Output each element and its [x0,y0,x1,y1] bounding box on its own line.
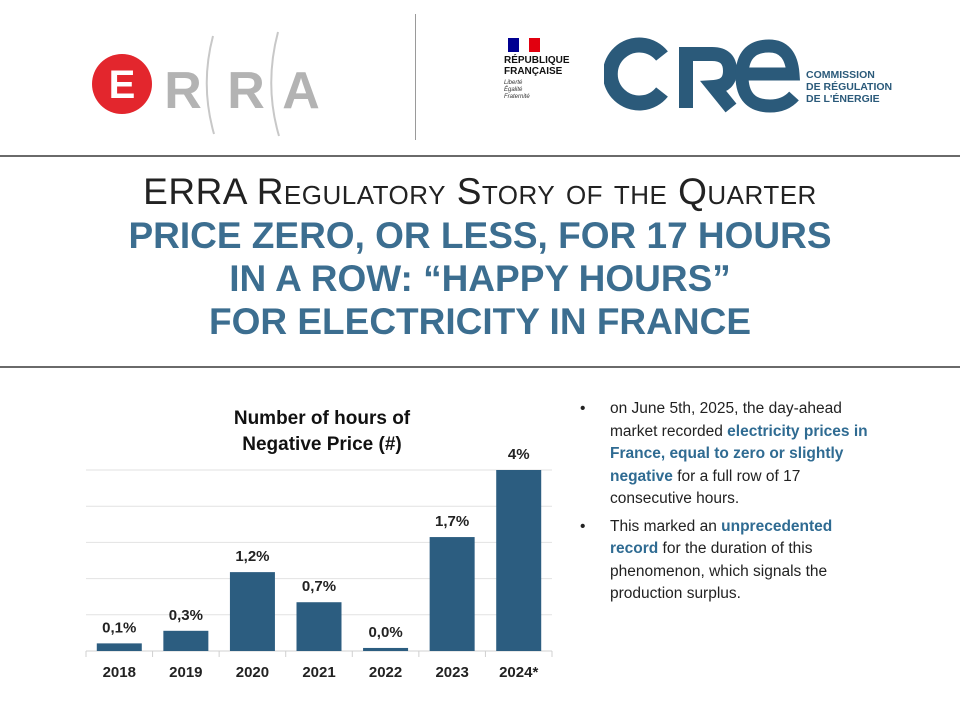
cre-sub-line1: COMMISSION [806,69,875,81]
x-tick-label-2024*: 2024* [499,664,538,681]
bullet-1-post: for a full row of 17 consecutive hours. [610,467,801,508]
x-tick-label-2021: 2021 [302,664,335,681]
marianne-flag-icon [508,38,541,52]
chart-title-line1: Number of hours of [233,408,411,429]
bullet-text-1: on June 5th, 2025, the day-ahead market … [610,400,868,507]
logo-header: E R R A RÉPUBLIQUE FRANÇAISE Liberté Éga… [0,0,960,155]
bullet-2-pre: This marked an [610,517,722,535]
bullet-2-highlight: unprecedented record [610,517,833,558]
cre-logo [604,37,800,113]
republique-francaise-logo: RÉPUBLIQUE FRANÇAISE Liberté Égalité Fra… [504,38,604,101]
kicker-title: ERRA Regulatory Story of the Quarter [143,171,817,212]
value-label-2022: 0,0% [368,624,402,641]
erra-letter-a: A [282,62,320,120]
x-tick-label-2023: 2023 [435,664,468,681]
x-tick-label-2019: 2019 [169,664,202,681]
cre-sub-line2: DE RÉGULATION [806,81,893,93]
bar-2021 [296,602,342,651]
rf-title-line2: FRANÇAISE [504,66,563,77]
negative-price-bar-chart: 0,1% 2018 0,3% 2019 1,2% 2020 0,7% 2021 0,0% 2022… [85,446,553,681]
bullet-item: • on June 5th, 2025, the day-ahead marke… [580,398,870,511]
x-tick-label-2020: 2020 [236,664,269,681]
chart-title-line2: Negative Price (#) [242,434,402,455]
bullet-dot-icon: • [580,400,586,417]
bullet-text-2: This marked an unprecedented record for … [610,518,832,603]
logo-divider [415,14,416,140]
bullet-1-highlight: electricity prices in France, equal to z… [610,422,868,485]
bullet-1-pre: on June 5th, 2025, the day-ahead market … [610,400,842,440]
rf-motto-line2: Égalité [504,87,523,93]
bar-2019 [163,630,209,651]
bar-2023 [429,537,475,651]
value-label-2021: 0,7% [302,578,336,595]
bar-2022 [363,647,409,651]
chart-title: Number of hours of Negative Price (#) [180,406,464,458]
value-label-2019: 0,3% [169,607,203,624]
bullet-list: • on June 5th, 2025, the day-ahead marke… [580,398,870,611]
value-label-2018: 0,1% [102,619,136,636]
value-label-2020: 1,2% [235,548,269,565]
x-tick-label-2018: 2018 [103,664,136,681]
erra-logo: E R R A [92,31,320,137]
cre-sub-line3: DE L'ÉNERGIE [806,93,880,105]
rf-motto-line1: Liberté [504,80,523,86]
top-rule [0,155,960,157]
erra-red-circle [92,54,152,114]
rf-motto-line3: Fraternité [504,94,530,100]
headline-line3: FOR ELECTRICITY IN FRANCE [209,301,751,342]
x-tick-label-2022: 2022 [369,664,402,681]
value-label-2024*: 4% [508,446,530,463]
bullet-item: • This marked an unprecedented record fo… [580,516,870,606]
erra-letter-r2: R [227,62,265,120]
bottom-rule [0,366,960,368]
cre-subtitle: COMMISSION DE RÉGULATION DE L'ÉNERGIE [806,69,892,105]
value-label-2023: 1,7% [435,513,469,530]
bullet-2-post: for the duration of this phenomenon, whi… [610,540,828,602]
bar-2018 [96,643,142,651]
erra-letter-e: E [109,63,136,107]
bullet-dot-icon: • [580,517,586,535]
bar-2024* [496,470,542,651]
bar-2020 [229,572,275,651]
headline-line1: PRICE ZERO, OR LESS, FOR 17 HOURS [128,215,832,256]
title-block: ERRA Regulatory Story of the Quarter PRI… [0,160,960,365]
erra-letter-r1: R [164,62,202,120]
headline-line2: IN A ROW: “HAPPY HOURS” [229,258,731,299]
rf-title-line1: RÉPUBLIQUE [504,55,570,66]
